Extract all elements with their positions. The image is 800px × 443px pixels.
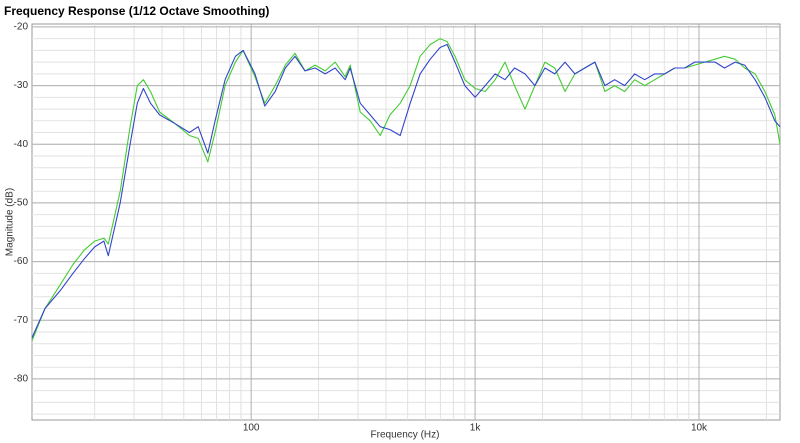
series-line xyxy=(31,43,781,339)
y-tick-label: -30 xyxy=(14,80,29,91)
x-tick-label: 10k xyxy=(691,423,708,434)
x-tick-label: 100 xyxy=(243,423,260,434)
chart-title: Frequency Response (1/12 Octave Smoothin… xyxy=(4,4,269,18)
plot-background xyxy=(31,23,781,421)
y-tick-label: -40 xyxy=(14,139,29,150)
series-line xyxy=(31,38,781,342)
x-tick-label: 1k xyxy=(470,423,482,434)
y-tick-label: -50 xyxy=(14,198,29,209)
y-tick-label: -80 xyxy=(14,374,29,385)
y-tick-label: -20 xyxy=(14,22,29,33)
y-tick-label: -60 xyxy=(14,256,29,267)
y-tick-label: -70 xyxy=(14,315,29,326)
y-axis-label: Magnitude (dB) xyxy=(5,188,16,256)
x-axis-label: Frequency (Hz) xyxy=(371,430,440,441)
